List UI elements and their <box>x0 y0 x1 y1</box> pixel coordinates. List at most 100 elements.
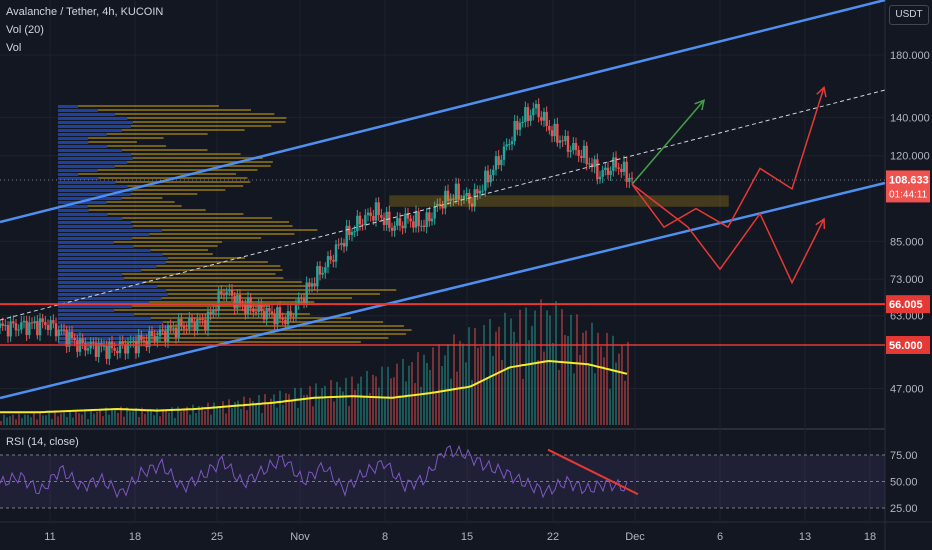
candle-body <box>54 323 58 337</box>
volume-bar <box>411 362 413 425</box>
candle-body <box>68 331 71 347</box>
candle-body <box>25 320 28 336</box>
volume-bar <box>618 353 620 425</box>
volume-bar <box>42 415 44 425</box>
volume-bar <box>171 407 173 425</box>
profile-bar-yellow <box>87 137 164 139</box>
candle-body <box>161 329 164 331</box>
volume-bar <box>75 411 77 425</box>
volume-bar <box>477 347 479 425</box>
profile-bar-blue <box>58 325 168 328</box>
support-price-label: 56.000 <box>889 340 923 352</box>
candle-body <box>276 307 279 325</box>
volume-bar <box>201 406 203 425</box>
rsi-label[interactable]: RSI (14, close) <box>6 436 79 448</box>
volume-bar <box>486 376 488 425</box>
candle-body <box>118 341 122 354</box>
rsi-tick-label: 25.00 <box>890 503 918 515</box>
volume-indicator-label[interactable]: Vol (20) <box>6 24 44 36</box>
currency-badge[interactable]: USDT <box>889 5 929 25</box>
candle-body <box>430 218 434 222</box>
volume-bar <box>36 419 38 425</box>
candle-body <box>601 169 604 177</box>
profile-bar-yellow <box>122 273 276 275</box>
volume-bar <box>369 393 371 425</box>
candle-body <box>172 327 175 329</box>
volume-bar <box>60 413 62 425</box>
profile-bar-yellow <box>127 117 287 119</box>
profile-bar-blue <box>58 261 166 264</box>
candle-body <box>44 322 47 326</box>
candle-body <box>521 122 524 124</box>
volume-bar <box>207 402 209 425</box>
drawings[interactable] <box>0 0 886 400</box>
volume-bar <box>555 301 557 425</box>
candle-body <box>414 211 418 228</box>
volume-bar <box>474 328 476 425</box>
profile-bar-blue <box>58 313 134 316</box>
profile-bar-blue <box>58 117 128 120</box>
volume-bar <box>495 331 497 425</box>
volume-bar <box>237 400 239 425</box>
volume-bar <box>327 399 329 425</box>
profile-bar-blue <box>58 265 157 268</box>
candle-body <box>422 225 426 228</box>
profile-bar-blue <box>58 293 168 296</box>
candle-body <box>86 348 90 351</box>
candle-body <box>12 321 15 324</box>
candle-body <box>598 176 602 180</box>
candle-body <box>508 144 511 146</box>
profile-bar-yellow <box>107 145 167 147</box>
volume-bar <box>498 326 500 425</box>
profile-bar-yellow <box>97 109 251 111</box>
volume-bar <box>546 310 548 425</box>
volume-bar <box>183 409 185 425</box>
candle-body <box>537 103 540 118</box>
profile-bar-blue <box>58 237 133 240</box>
candle-body <box>572 143 575 151</box>
candle-body <box>412 221 415 228</box>
volume-bar <box>192 404 194 425</box>
profile-bar-yellow <box>132 121 286 123</box>
last-price-badge <box>886 170 930 203</box>
candle-body <box>409 218 412 222</box>
profile-bar-blue <box>58 257 168 260</box>
profile-bar-yellow <box>78 173 237 175</box>
volume-bar <box>63 412 65 425</box>
candle-body <box>516 120 519 130</box>
time-tick-label: 22 <box>547 531 559 543</box>
candle-body <box>57 329 60 337</box>
volume-bar <box>336 381 338 425</box>
volume-bar <box>591 322 593 425</box>
candle-body <box>614 157 618 168</box>
candle-body <box>628 177 631 182</box>
volume-bar <box>105 407 107 425</box>
candle-body <box>620 168 623 172</box>
candle-body <box>425 212 428 228</box>
candle-body <box>230 289 234 296</box>
time-tick-label: Nov <box>290 531 310 543</box>
candle-body <box>385 211 388 225</box>
profile-bar-blue <box>58 253 163 256</box>
profile-bar-blue <box>58 149 123 152</box>
profile-bar-blue <box>58 165 115 168</box>
symbol-title[interactable]: Avalanche / Tether, 4h, KUCOIN <box>6 6 164 18</box>
candle-body <box>220 291 223 295</box>
candle-body <box>438 203 442 206</box>
volume-bar <box>144 413 146 425</box>
volume-label[interactable]: Vol <box>6 42 22 54</box>
volume-bar <box>138 417 140 425</box>
profile-bar-yellow <box>122 149 208 151</box>
profile-bar-yellow <box>166 289 397 291</box>
candle-body <box>70 331 74 339</box>
candle-body <box>28 322 31 336</box>
volume-bar <box>465 362 467 425</box>
profile-bar-blue <box>58 177 99 180</box>
volume-bar <box>156 408 158 425</box>
candle-body <box>52 320 55 324</box>
volume-bar <box>246 410 248 425</box>
volume-bar <box>558 369 560 425</box>
